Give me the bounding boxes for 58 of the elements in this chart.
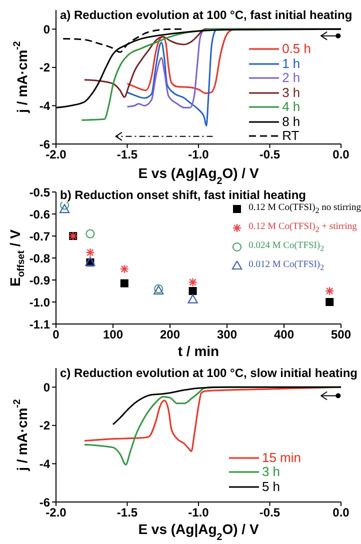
chart-title: c) Reduction evolution at 100 °C, slow initial heating	[60, 366, 358, 380]
legend-label: 3 h	[262, 464, 280, 480]
legend-label: 0.12 M Co(TFSI)$_{2}$ no stirring	[248, 203, 361, 215]
y-tick-label: -2	[39, 60, 50, 75]
point	[60, 204, 70, 214]
x-tick-label: -1.0	[188, 148, 210, 162]
point	[325, 286, 334, 296]
x-tick-label: 100	[102, 328, 124, 342]
y-tick-label: -0.9	[29, 273, 50, 288]
legend-label: 0.12 M Co(TFSI)$_{2}$ + stirring	[248, 220, 357, 236]
x-tick-label: -0.5	[259, 148, 280, 162]
x-tick-label: 0	[52, 328, 60, 342]
y-tick-label: 0	[43, 22, 50, 36]
legend-label: 0.5 h	[282, 41, 311, 56]
y-tick-label: -0.6	[29, 207, 50, 222]
x-tick-label: -0.5	[259, 506, 280, 520]
legend-label: RT	[282, 128, 300, 144]
x-axis-title: E vs (Ag|Ag$_{2}$O) / V	[138, 165, 260, 186]
x-tick-label: 0.0	[332, 506, 350, 520]
point	[120, 279, 128, 288]
x-tick-label: -1.0	[188, 506, 210, 520]
legend-label: 15 min	[262, 450, 301, 465]
line-series	[112, 386, 341, 426]
x-tick-label: 200	[160, 328, 180, 342]
y-tick-label: -4	[39, 98, 50, 113]
point	[86, 229, 95, 238]
y-tick-label: 0	[43, 380, 50, 394]
point	[326, 298, 334, 306]
legend-label: 4 h	[282, 99, 300, 114]
x-tick-label: 500	[330, 328, 352, 342]
point	[120, 264, 129, 274]
legend-label: 0.024 M Co(TFSI)$_{2}$	[248, 240, 324, 255]
y-tick-label: -1.1	[29, 317, 50, 332]
point	[188, 294, 198, 304]
legend-label: 1 h	[282, 56, 300, 71]
y-tick-label: -0.7	[29, 229, 50, 244]
y-tick-label: -1.0	[29, 295, 50, 310]
point	[86, 248, 95, 258]
x-tick-label: 400	[274, 328, 294, 342]
x-tick-label: -1.5	[116, 148, 138, 162]
legend-label: 2 h	[282, 70, 300, 86]
legend-label: 8 h	[282, 114, 300, 129]
y-tick-label: -0.8	[29, 251, 50, 266]
chart-title: b) Reduction onset shift, fast initial heating	[60, 188, 306, 202]
x-tick-label: 300	[216, 328, 238, 342]
point	[188, 287, 197, 295]
y-tick-label: -4	[39, 456, 50, 471]
x-axis-title: t / min	[178, 343, 220, 359]
legend-label: 3 h	[282, 84, 300, 100]
x-axis-title: E vs (Ag|Ag$_{2}$O) / V	[138, 521, 260, 542]
legend-label: 5 h	[262, 478, 280, 494]
chart-title: a) Reduction evolution at 100 °C, fast initial heating	[60, 8, 352, 22]
x-tick-label: -1.5	[116, 506, 138, 520]
x-tick-label: 0.0	[332, 148, 350, 162]
y-tick-label: -0.5	[29, 185, 50, 200]
point	[188, 278, 198, 287]
y-tick-label: -2	[39, 418, 50, 433]
legend-label: 0.012 M Co(TFSI)$_{2}$	[248, 258, 324, 274]
